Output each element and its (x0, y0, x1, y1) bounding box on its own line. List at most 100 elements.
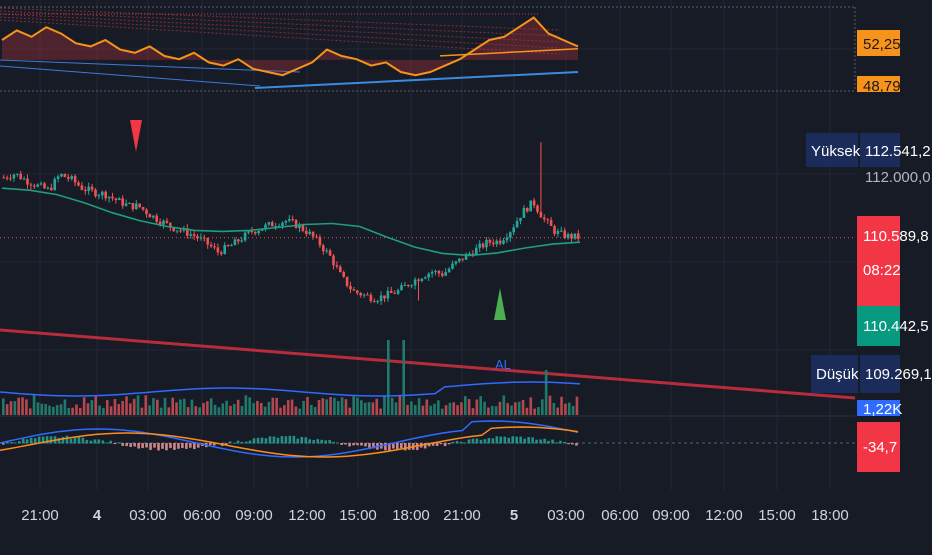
macd-histogram-bar (471, 438, 475, 444)
volume-bar (294, 406, 298, 415)
macd-histogram-bar (344, 443, 347, 445)
macd-histogram-bar (252, 438, 256, 444)
volume-bar (541, 399, 544, 415)
volume-bar (202, 402, 205, 415)
candle-body (549, 220, 553, 226)
volume-bar (483, 401, 486, 415)
time-label: 21:00 (21, 507, 59, 524)
volume-bar (225, 400, 228, 415)
macd-histogram-bar (316, 439, 320, 444)
macd-histogram-bar (495, 436, 499, 444)
candle-body (271, 222, 274, 227)
candle-body (291, 219, 294, 221)
macd-histogram-bar (427, 443, 431, 447)
candle-body (478, 243, 481, 248)
volume-bar (267, 401, 271, 415)
macd-histogram-bar (463, 442, 467, 444)
macd-histogram-bar (392, 443, 395, 449)
macd-histogram-bar (459, 441, 463, 444)
volume-bar (71, 407, 74, 415)
candle-body (512, 227, 515, 233)
macd-histogram-bar (169, 443, 172, 449)
rsi-level-tag: 48,79 (857, 76, 901, 95)
candle-body (543, 217, 546, 220)
candle-body (342, 272, 345, 277)
volume-bar (390, 397, 394, 415)
volume-bar (440, 408, 444, 415)
candle-body (373, 301, 376, 303)
candle-body (226, 245, 230, 247)
volume-bar (79, 407, 82, 415)
candle-body (407, 284, 410, 287)
candle-body (356, 290, 359, 293)
rsi-signal-line (439, 48, 579, 57)
candle-body (526, 208, 529, 212)
macd-histogram-bar (101, 440, 105, 444)
candle-body (22, 178, 26, 180)
macd-histogram-bar (73, 437, 77, 444)
candle-body (135, 203, 138, 210)
macd-histogram-bar (41, 436, 45, 444)
volume-bar (564, 403, 567, 415)
time-label: 12:00 (288, 507, 326, 524)
volume-bar (448, 402, 452, 415)
candle-body (84, 189, 87, 191)
candle-body (196, 236, 199, 239)
macd-histogram-bar (113, 443, 117, 445)
candle-body (339, 266, 342, 273)
candle-body (379, 295, 383, 302)
candle-body (172, 227, 175, 232)
volume-bar (182, 398, 186, 415)
candle-body (458, 258, 461, 262)
macd-histogram-bar (384, 443, 387, 451)
candle-body (277, 225, 281, 227)
candle-body (288, 219, 291, 221)
volume-bar (514, 402, 517, 415)
candle-body (70, 176, 73, 179)
candle-body (107, 196, 111, 199)
candle-body (158, 221, 162, 225)
candle-body (53, 178, 56, 190)
volume-bar (217, 407, 221, 415)
candle-body (359, 292, 362, 296)
candle-body (556, 231, 560, 234)
volume-bar (467, 399, 471, 415)
macd-histogram-bar (197, 443, 200, 448)
candle-body (97, 195, 101, 197)
macd-histogram-bar (507, 437, 511, 444)
volume-bar (375, 398, 379, 415)
candle-body (464, 253, 468, 260)
volume-bar (144, 395, 148, 415)
rsi-blue-line-1 (0, 59, 301, 73)
candle-body (56, 176, 60, 179)
macd-histogram-bar (129, 443, 132, 447)
volume-bar (537, 407, 540, 415)
volume-bar (259, 402, 263, 415)
candle-body (16, 173, 19, 175)
candle-body (60, 173, 63, 177)
macd-histogram-bar (105, 442, 109, 444)
macd-histogram-bar (360, 443, 363, 446)
macd-histogram-bar (352, 443, 355, 446)
candle-body (43, 183, 46, 189)
candle-body (522, 208, 526, 218)
volume-bar (425, 399, 429, 415)
macd-panel (0, 420, 855, 458)
volume-bar (252, 403, 255, 415)
candle-body (546, 219, 549, 221)
volume-bar (510, 405, 513, 415)
macd-histogram-bar (288, 435, 292, 444)
time-label: 5 (510, 507, 518, 524)
candle-body (223, 245, 226, 254)
time-label: 4 (93, 507, 102, 524)
candle-body (481, 243, 485, 248)
candle-body (560, 230, 563, 232)
macd-histogram-bar (340, 443, 343, 445)
macd-histogram-bar (296, 438, 300, 444)
candle-body (128, 202, 131, 204)
candle-body (121, 198, 124, 206)
candle-body (192, 234, 196, 237)
candle-body (254, 231, 257, 234)
